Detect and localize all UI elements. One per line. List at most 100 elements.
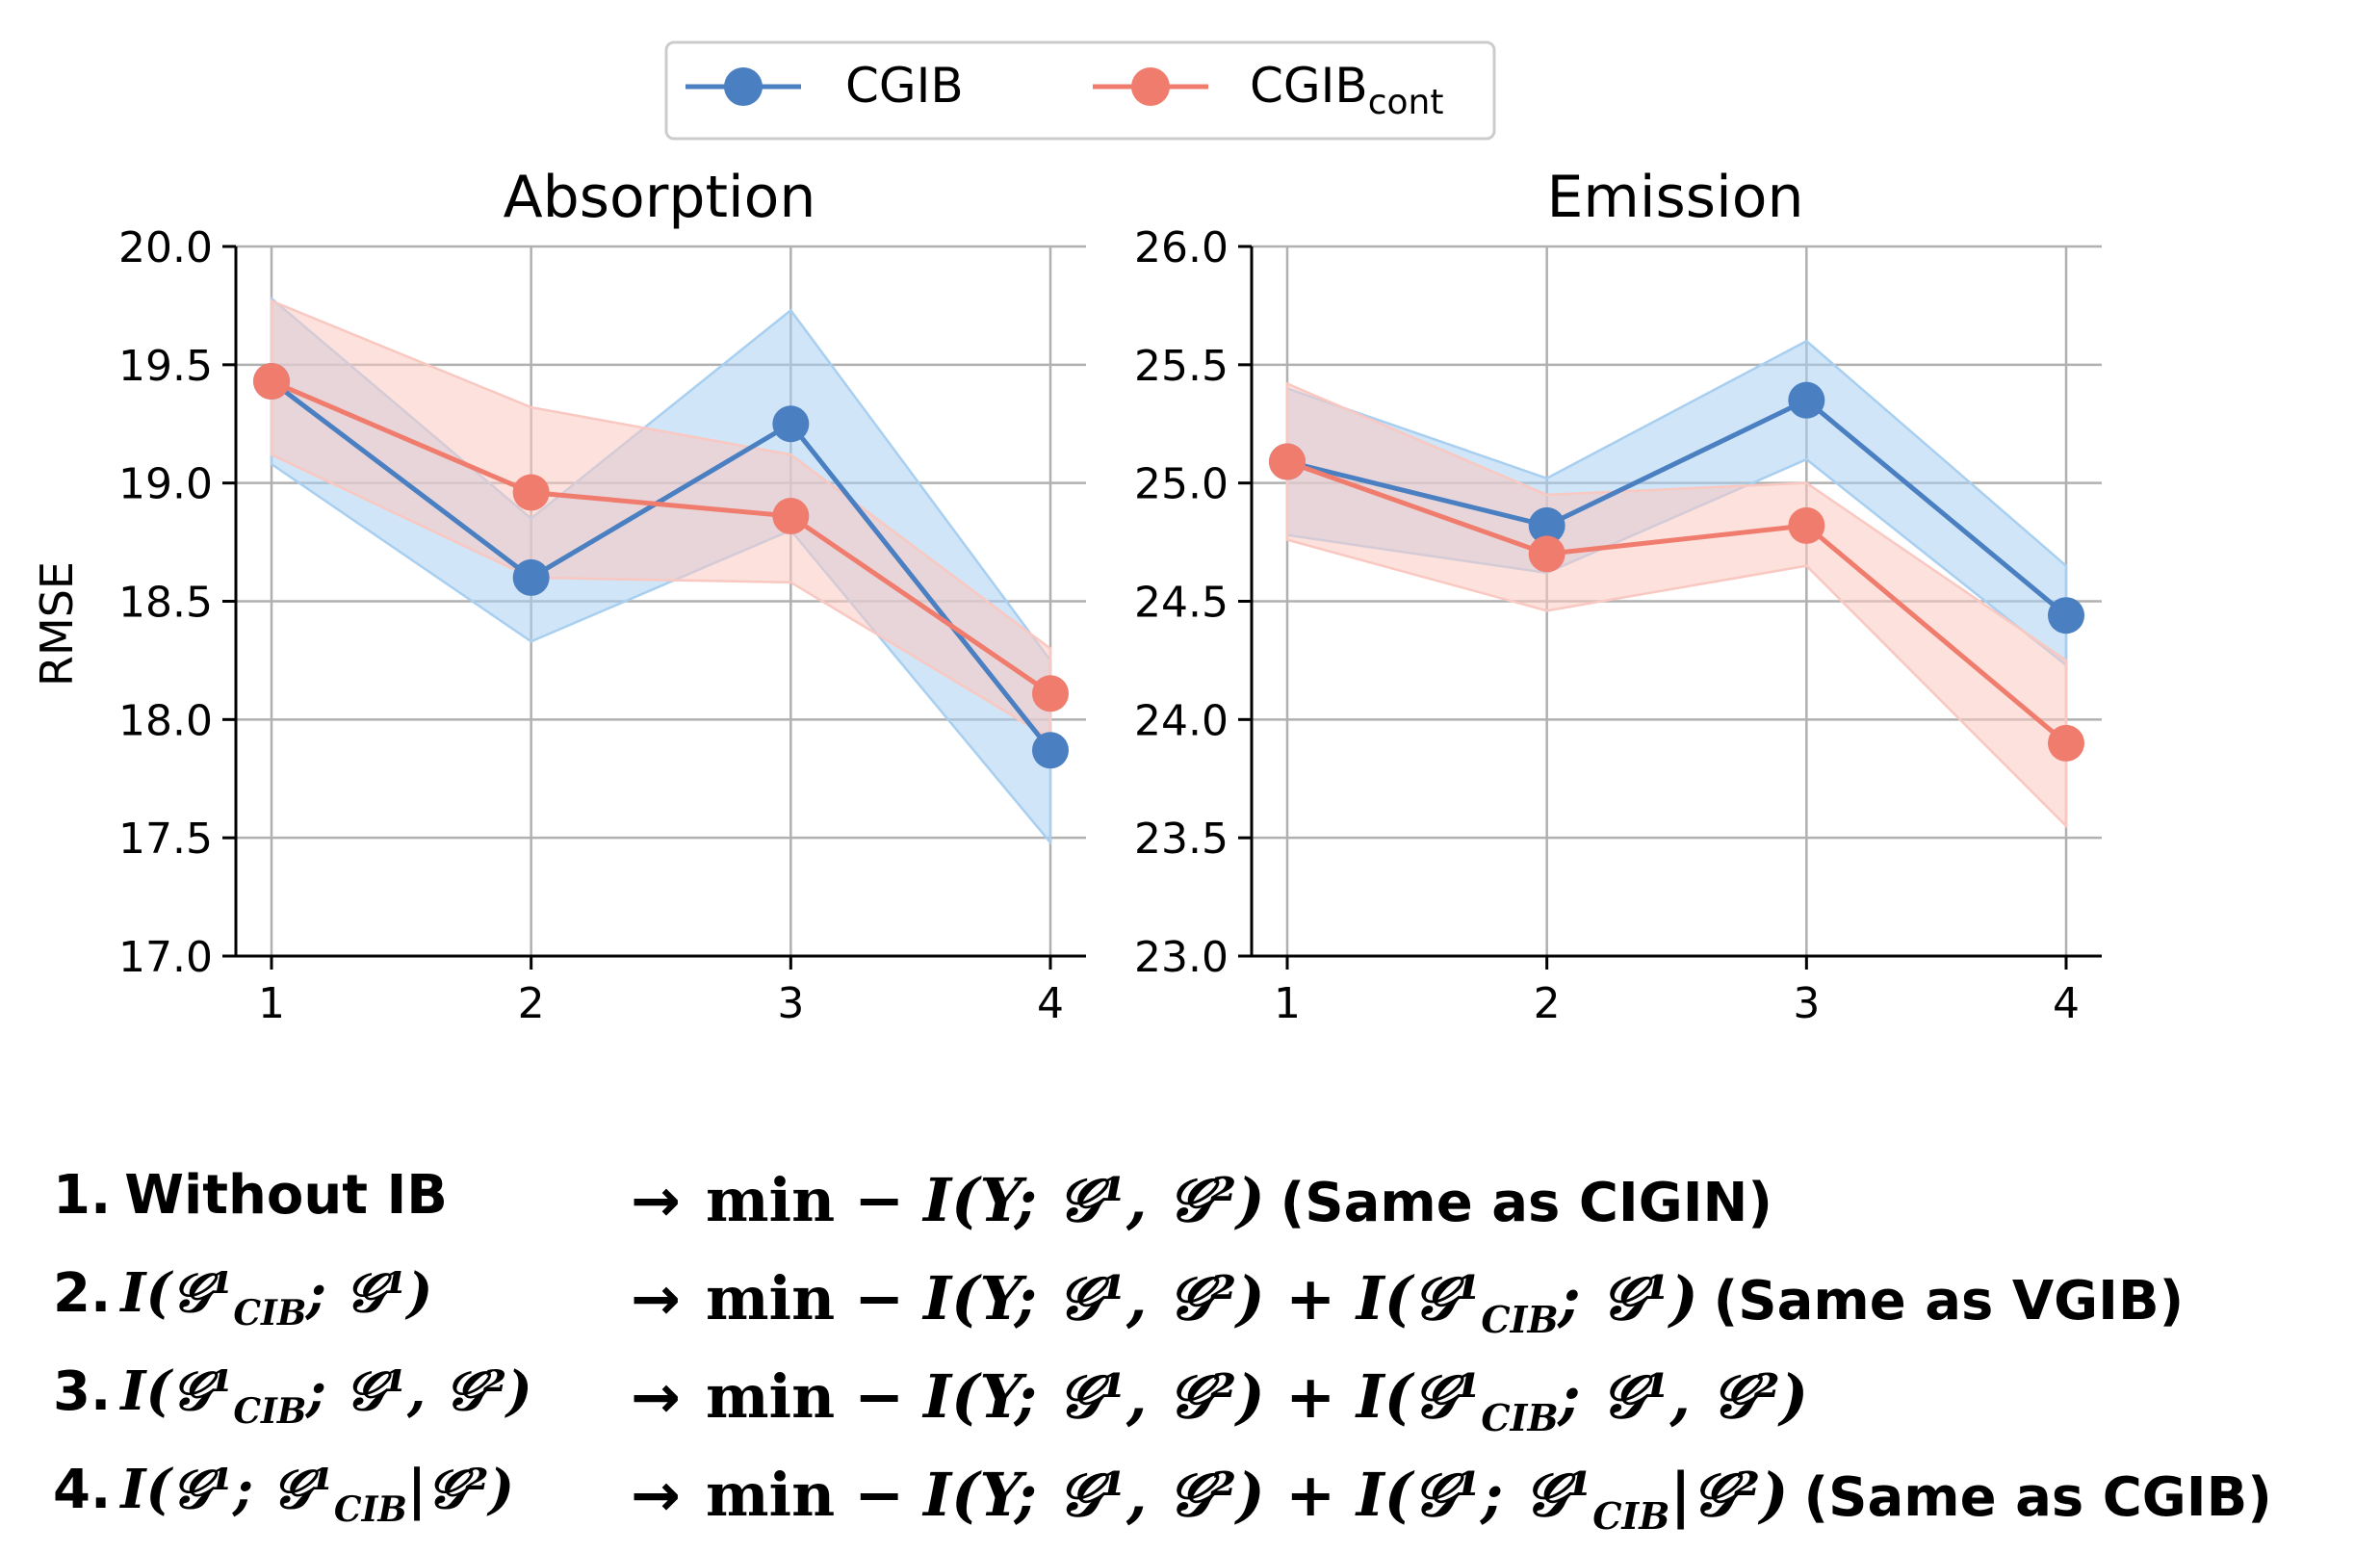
y-tick-label: 24.0 xyxy=(1134,696,1229,745)
y-tick-label: 18.5 xyxy=(118,579,213,628)
y-tick-label: 19.0 xyxy=(118,460,213,509)
row-2-number: 2. xyxy=(53,1262,111,1325)
point-cgib xyxy=(1032,732,1069,769)
x-tick-label: 2 xyxy=(518,979,545,1028)
x-ticks: 1 2 3 4 xyxy=(1274,956,2080,1028)
series-lines xyxy=(1286,397,2068,745)
row-2-term: I(Y; 𝒢¹, 𝒢²) + I(𝒢¹ xyxy=(921,1263,1481,1333)
series-points xyxy=(253,363,1069,769)
point-cgib-cont xyxy=(772,498,810,535)
row-3-min: min xyxy=(706,1361,835,1432)
row-1-text: Without IB xyxy=(124,1164,448,1227)
chart-title: Absorption xyxy=(504,164,816,231)
row-3-text: I(𝒢¹ xyxy=(118,1359,233,1423)
line-cgib-cont xyxy=(1286,459,2068,745)
row-2-arrow: → xyxy=(631,1263,681,1333)
row-3-term-end: ; 𝒢¹, 𝒢²) xyxy=(1557,1361,1809,1432)
legend-marker-cgib-cont xyxy=(1131,67,1170,106)
row-3-objective: → min − I(Y; 𝒢¹, 𝒢²) + I(𝒢¹CIB; 𝒢¹, 𝒢²) xyxy=(631,1361,1808,1439)
x-ticks: 1 2 3 4 xyxy=(258,956,1064,1028)
line-cgib xyxy=(270,379,1052,752)
point-cgib xyxy=(512,558,550,596)
row-3-arrow: → xyxy=(631,1361,681,1432)
row-1-note: (Same as CIGIN) xyxy=(1281,1172,1772,1234)
row-2-text-end: ; 𝒢¹) xyxy=(304,1261,432,1325)
row-4-min: min xyxy=(706,1460,835,1530)
x-tick-label: 3 xyxy=(777,979,804,1028)
series-points xyxy=(1269,381,2084,762)
y-axis-label: RMSE xyxy=(31,561,83,686)
objective-legend: 1. Without IB → min − I(Y; 𝒢¹, 𝒢²) (Same as C… xyxy=(53,1164,2272,1538)
point-cgib-cont xyxy=(1269,443,1306,480)
row-2-text: I(𝒢¹ xyxy=(118,1261,233,1325)
row-3-sub: CIB xyxy=(1481,1396,1558,1439)
confidence-bands xyxy=(270,296,1052,846)
y-tick-label: 23.0 xyxy=(1134,933,1229,982)
y-tick-label: 18.0 xyxy=(118,696,213,745)
legend-label-cgib-cont-sub: cont xyxy=(1368,83,1444,122)
chart-absorption: Absorption RMSE 17.0 17.5 18.0 18.5 19.0 19.5… xyxy=(31,164,1086,1028)
point-cgib-cont xyxy=(253,363,290,401)
row-2-sub: CIB xyxy=(233,1293,306,1333)
row-2-minus: − xyxy=(854,1263,904,1333)
point-cgib-cont xyxy=(1032,675,1069,712)
confidence-bands xyxy=(1285,339,2068,829)
legend-marker-cgib xyxy=(724,67,763,106)
series-lines xyxy=(270,378,1052,752)
legend-label-cgib-cont-main: CGIB xyxy=(1250,58,1368,114)
row-4-text-end: |𝒢²) xyxy=(407,1458,514,1521)
band-cgib-cont xyxy=(1285,381,2068,829)
legend: CGIB CGIBcont xyxy=(664,40,1496,141)
row-3-number: 3. xyxy=(53,1360,111,1423)
x-tick-label: 4 xyxy=(1037,979,1064,1028)
y-ticks: 23.0 23.5 24.0 24.5 25.0 25.5 26.0 xyxy=(1134,223,1252,982)
row-4-minus: − xyxy=(854,1460,904,1530)
row-4-sub: CIB xyxy=(334,1489,407,1530)
row-4-sub: CIB xyxy=(1592,1494,1669,1538)
y-tick-label: 17.0 xyxy=(118,933,213,982)
point-cgib-cont xyxy=(1528,535,1565,573)
row-3-minus: − xyxy=(854,1361,904,1432)
y-tick-label: 19.5 xyxy=(118,342,213,391)
y-tick-label: 23.5 xyxy=(1134,815,1229,864)
point-cgib-cont xyxy=(512,474,550,511)
row-2-min: min xyxy=(706,1263,835,1333)
row-1-objective: → min − I(Y; 𝒢¹, 𝒢²) (Same as CIGIN) xyxy=(631,1165,1772,1235)
row-2-label: 2. I(𝒢¹CIB; 𝒢¹) xyxy=(53,1261,432,1333)
point-cgib xyxy=(772,405,810,443)
line-cgib-cont xyxy=(271,378,1052,696)
y-tick-label: 20.0 xyxy=(118,223,213,272)
y-tick-label: 25.5 xyxy=(1134,342,1229,391)
point-cgib xyxy=(2048,597,2084,634)
legend-frame xyxy=(664,40,1496,141)
x-tick-label: 2 xyxy=(1534,979,1561,1028)
row-4-number: 4. xyxy=(53,1459,111,1521)
row-3-term: I(Y; 𝒢¹, 𝒢²) + I(𝒢¹ xyxy=(921,1361,1481,1432)
row-1-number: 1. xyxy=(53,1164,111,1227)
row-4-term-end: |𝒢²) xyxy=(1669,1460,1788,1530)
row-4-objective: → min − I(Y; 𝒢¹, 𝒢²) + I(𝒢¹; 𝒢¹CIB|𝒢²) (Same… xyxy=(631,1460,2272,1538)
row-2-objective: → min − I(Y; 𝒢¹, 𝒢²) + I(𝒢¹CIB; 𝒢¹) (Same as… xyxy=(631,1263,2184,1341)
row-1-arrow: → xyxy=(631,1165,681,1235)
row-4-text: I(𝒢¹; 𝒢¹ xyxy=(118,1458,334,1521)
x-tick-label: 3 xyxy=(1793,979,1820,1028)
point-cgib xyxy=(1788,381,1825,419)
row-1-min: min xyxy=(706,1165,835,1235)
point-cgib-cont xyxy=(1788,506,1825,544)
row-3-sub: CIB xyxy=(233,1391,306,1432)
point-cgib xyxy=(1528,506,1565,544)
row-1-minus: − xyxy=(854,1165,904,1235)
row-3-label: 3. I(𝒢¹CIB; 𝒢¹, 𝒢²) xyxy=(53,1359,532,1432)
y-tick-label: 24.5 xyxy=(1134,579,1229,628)
legend-label-cgib-cont: CGIBcont xyxy=(1250,58,1443,122)
y-tick-label: 26.0 xyxy=(1134,223,1229,272)
row-1-term: I(Y; 𝒢¹, 𝒢²) xyxy=(921,1165,1265,1235)
row-2-term-end: ; 𝒢¹) xyxy=(1557,1263,1698,1333)
x-tick-label: 4 xyxy=(2053,979,2080,1028)
row-3-text-end: ; 𝒢¹, 𝒢²) xyxy=(304,1359,531,1423)
line-cgib xyxy=(1286,397,2068,618)
row-4-note: (Same as CGIB) xyxy=(1804,1466,2272,1529)
point-cgib-cont xyxy=(2048,724,2084,762)
chart-title: Emission xyxy=(1547,164,1804,231)
